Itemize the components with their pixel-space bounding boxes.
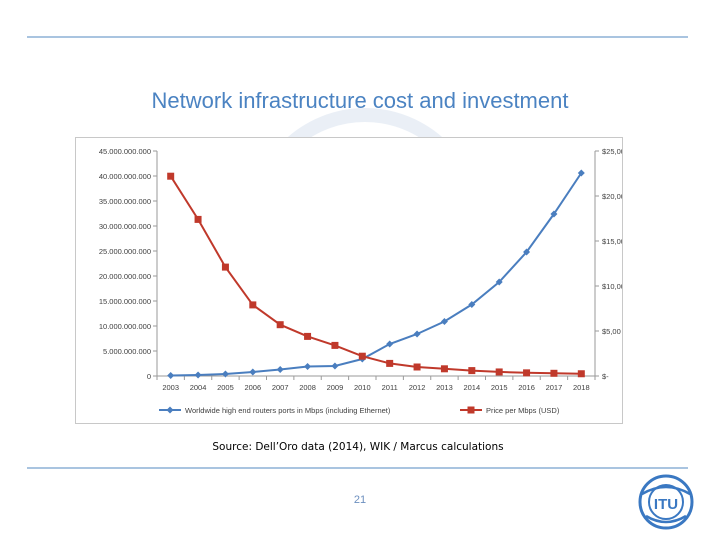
x-axis-tick-label: 2004 <box>190 383 207 392</box>
price-per-mbps-point <box>413 363 421 371</box>
x-axis-tick-label: 2006 <box>244 383 261 392</box>
price-per-mbps-point <box>550 369 558 377</box>
left-axis-tick-label: 45.000.000.000 <box>99 147 151 156</box>
router-ports-point <box>440 318 448 325</box>
x-axis-tick-label: 2003 <box>162 383 179 392</box>
right-axis-tick-label: $20,00 <box>602 192 622 201</box>
router-ports-point <box>577 169 585 177</box>
x-axis-tick-label: 2011 <box>382 383 398 392</box>
price-per-mbps-point <box>523 369 531 377</box>
series-line-router-ports <box>170 172 583 377</box>
price-per-mbps-point <box>276 321 284 329</box>
router-ports-point <box>304 363 312 370</box>
price-per-mbps-point <box>495 368 503 376</box>
x-axis-tick-label: 2017 <box>546 383 563 392</box>
router-ports-point <box>221 370 229 378</box>
page-number: 21 <box>353 494 367 506</box>
left-axis-tick-label: 10.000.000.000 <box>99 322 151 331</box>
left-axis-tick-label: 5.000.000.000 <box>103 347 151 356</box>
router-ports-point <box>413 330 421 338</box>
router-ports-point <box>276 366 284 373</box>
left-axis-tick-label: 20.000.000.000 <box>99 272 151 281</box>
router-ports-point <box>550 210 558 218</box>
router-ports-point <box>523 248 531 256</box>
router-ports-point <box>167 372 175 379</box>
right-axis-tick-label: $5,00 <box>602 327 621 336</box>
x-axis-tick-label: 2005 <box>217 383 234 392</box>
x-axis-tick-label: 2009 <box>327 383 344 392</box>
line-chart: 0 5.000.000.000 10.000.000.000 15.000.000.0… <box>99 147 622 415</box>
itu-logo-icon: ITU <box>638 474 694 530</box>
router-ports-point <box>468 301 476 308</box>
legend-label: Price per Mbps (USD) <box>486 406 560 415</box>
price-per-mbps-point <box>468 367 476 375</box>
left-axis-tick-label: 40.000.000.000 <box>99 172 151 181</box>
price-per-mbps-point <box>331 341 339 349</box>
price-per-mbps-point <box>221 263 229 271</box>
router-ports-point <box>194 371 202 379</box>
router-ports-point <box>249 368 257 376</box>
price-per-mbps-point <box>167 172 175 180</box>
left-axis-tick-label: 25.000.000.000 <box>99 247 151 256</box>
series-line-price-per-mbps <box>169 175 582 375</box>
top-divider-line <box>27 36 688 38</box>
router-ports-point <box>331 362 339 370</box>
price-per-mbps-point <box>358 352 366 360</box>
router-ports-point <box>495 278 503 286</box>
bottom-divider-line <box>27 467 688 469</box>
x-axis-tick-label: 2016 <box>518 383 535 392</box>
price-per-mbps-point <box>577 370 585 378</box>
x-axis-tick-label: 2015 <box>491 383 508 392</box>
price-per-mbps-point <box>386 359 394 367</box>
source-caption: Source: Dell’Oro data (2014), WIK / Marc… <box>212 441 504 453</box>
x-axis-tick-label: 2012 <box>409 383 426 392</box>
price-per-mbps-point <box>304 332 312 340</box>
price-per-mbps-point <box>194 215 202 223</box>
chart-frame: 0 5.000.000.000 10.000.000.000 15.000.000.0… <box>75 137 623 424</box>
left-axis-tick-label: 35.000.000.000 <box>99 197 151 206</box>
left-axis-tick-label: 0 <box>147 372 151 381</box>
x-axis-tick-label: 2013 <box>436 383 453 392</box>
price-per-mbps-point <box>249 301 257 309</box>
x-axis-tick-label: 2014 <box>463 383 480 392</box>
left-axis-tick-label: 15.000.000.000 <box>99 297 151 306</box>
left-axis-tick-label: 30.000.000.000 <box>99 222 151 231</box>
legend-label: Worldwide high end routers ports in Mbps… <box>185 406 391 415</box>
x-axis-tick-label: 2018 <box>573 383 590 392</box>
slide-title: Network infrastructure cost and investme… <box>151 88 569 113</box>
right-axis-tick-label: $- <box>602 372 609 381</box>
right-axis-tick-label: $15,00 <box>602 237 622 246</box>
price-per-mbps-point <box>440 365 448 373</box>
logo-text: ITU <box>654 496 678 513</box>
right-axis-tick-label: $10,00 <box>602 282 622 291</box>
x-axis-tick-label: 2010 <box>354 383 371 392</box>
x-axis-tick-label: 2007 <box>272 383 289 392</box>
x-axis-tick-label: 2008 <box>299 383 316 392</box>
legend-square-icon <box>467 406 475 414</box>
right-axis-tick-label: $25,00 <box>602 147 622 156</box>
router-ports-point <box>386 340 394 348</box>
legend-diamond-icon <box>166 406 174 414</box>
